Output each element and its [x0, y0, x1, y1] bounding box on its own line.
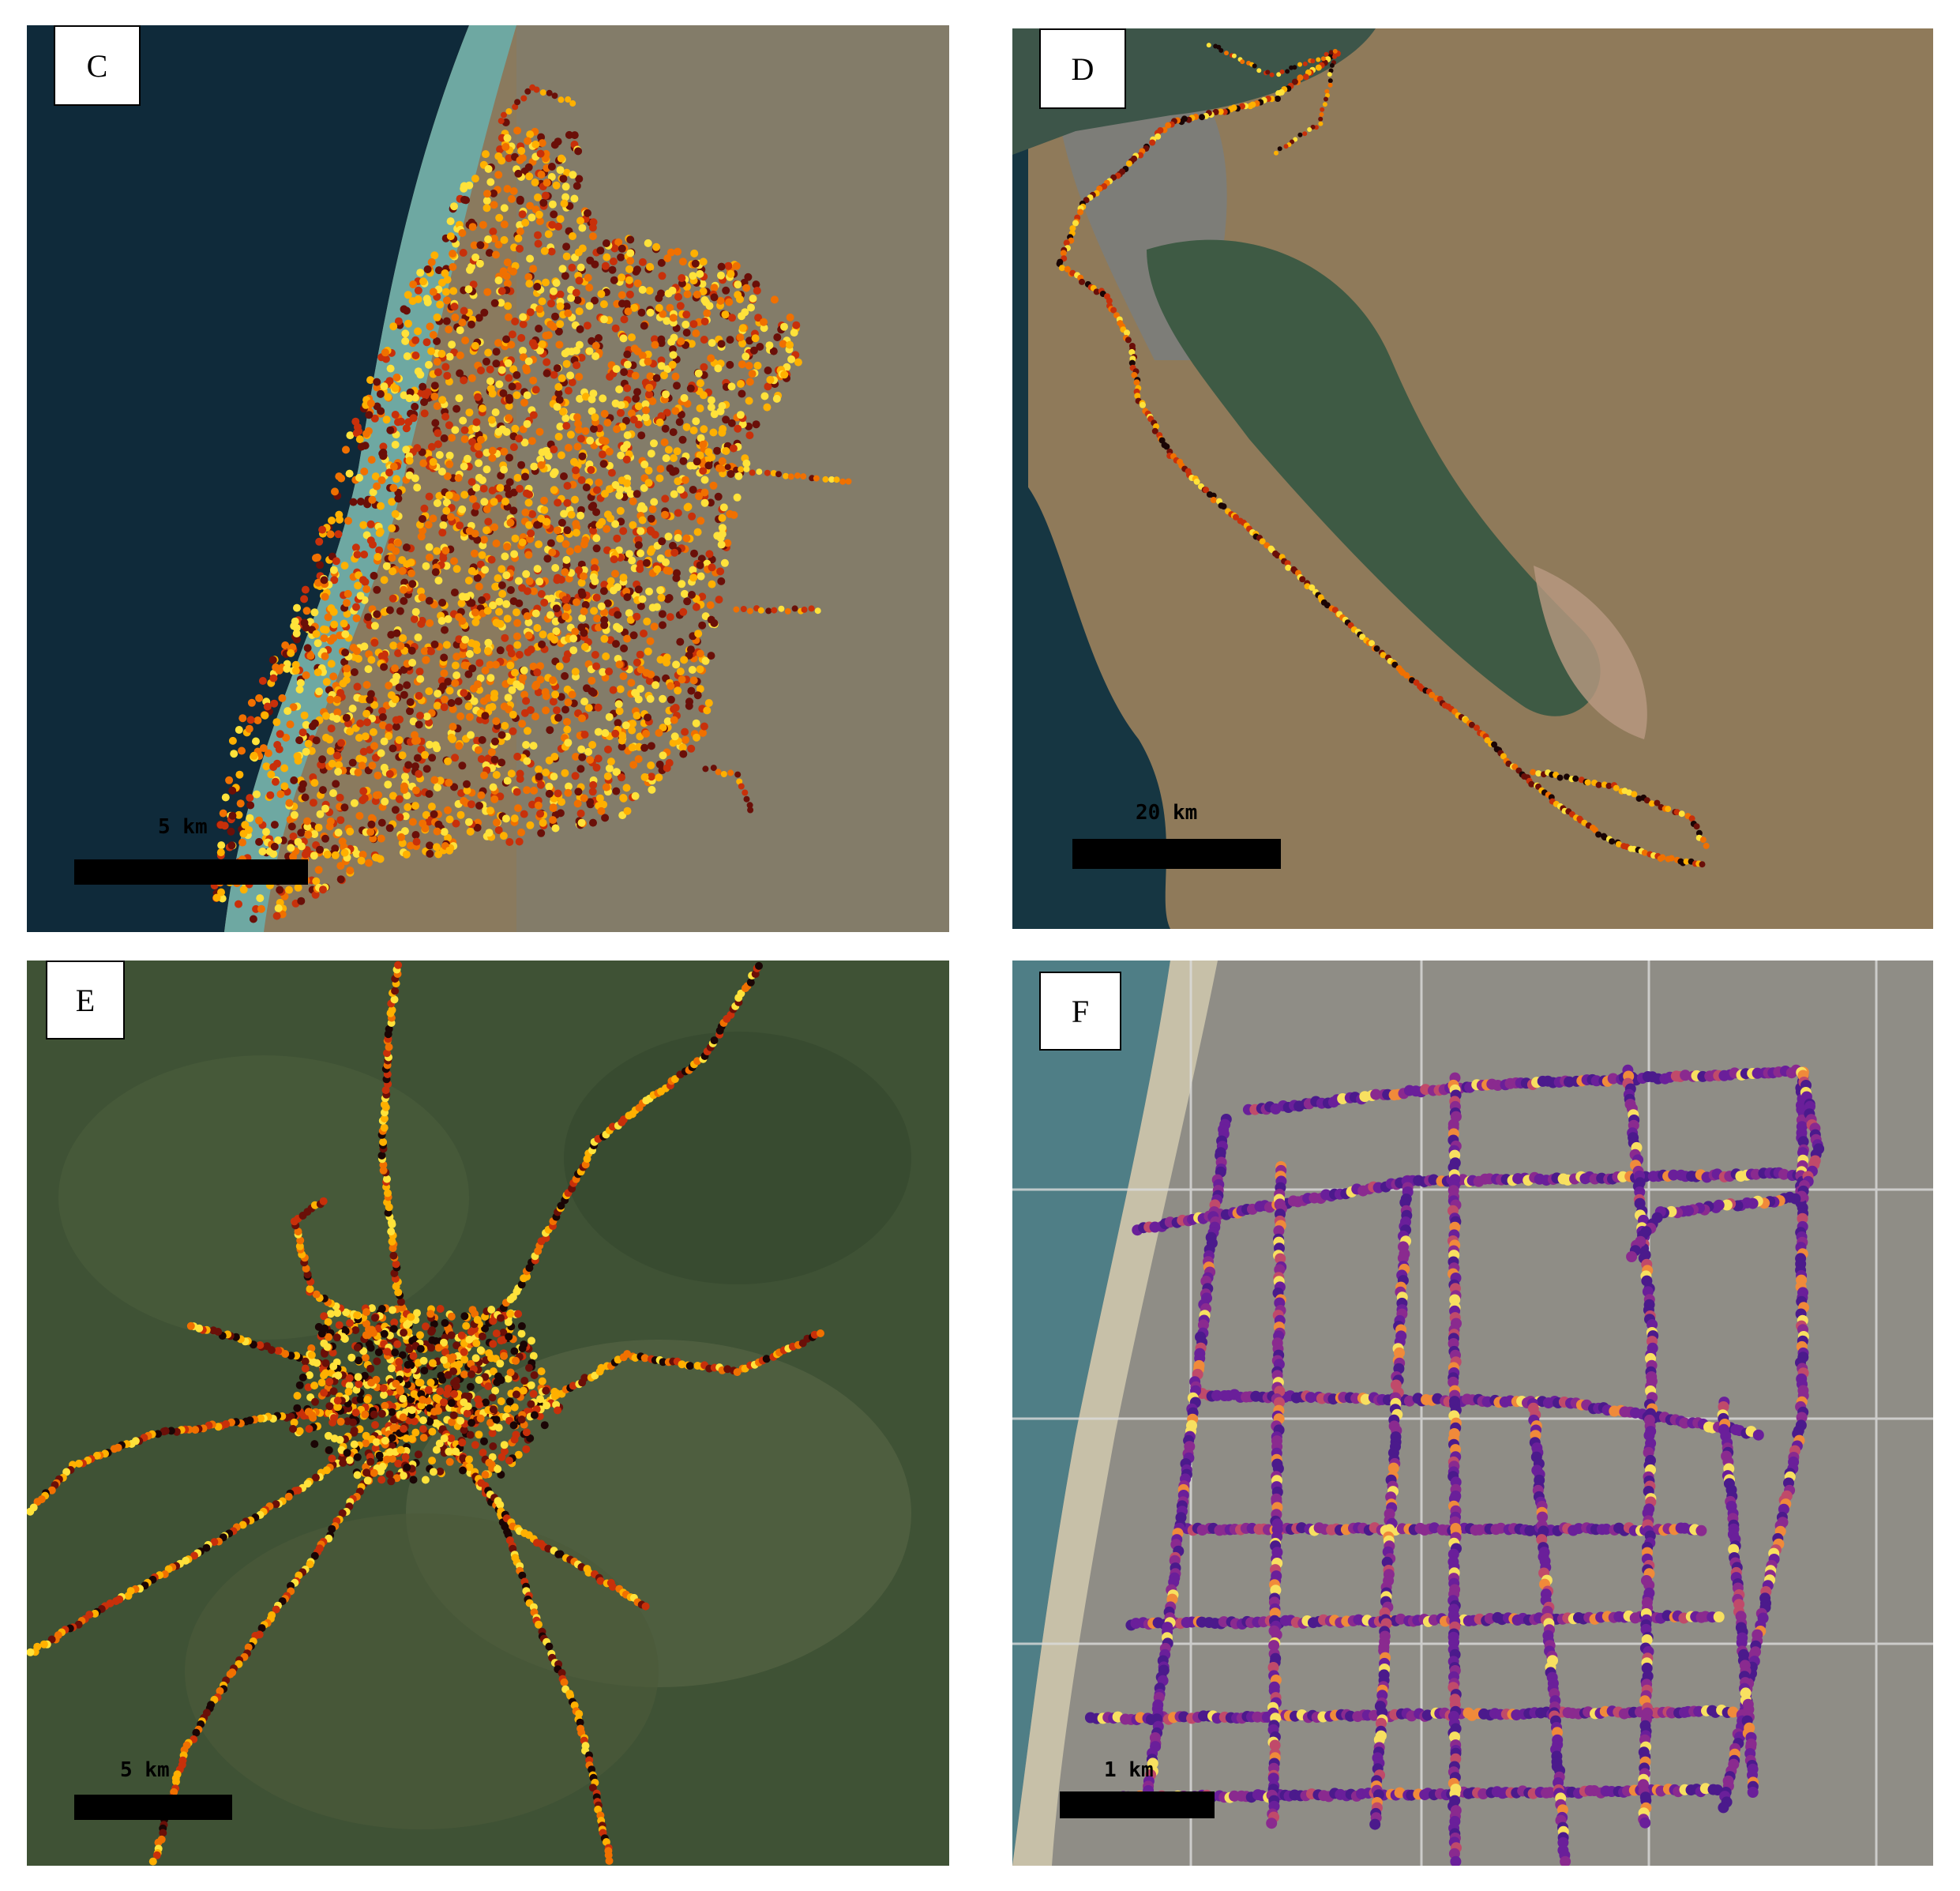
panel-label-e: E — [46, 961, 125, 1039]
panel-label-f: F — [1039, 972, 1121, 1051]
scale-bar-f — [1060, 1791, 1215, 1818]
panel-c: C 5 km — [27, 25, 949, 932]
scale-label-c: 5 km — [158, 815, 208, 839]
scale-bar-d — [1072, 839, 1281, 869]
panel-label-c: C — [54, 25, 141, 106]
scale-label-d: 20 km — [1136, 801, 1198, 825]
scale-bar-e — [74, 1795, 232, 1820]
panel-d: D 20 km — [1012, 28, 1933, 929]
track-layer-d — [1056, 43, 1710, 868]
scale-label-f: 1 km — [1104, 1758, 1154, 1782]
panel-f: F 1 km — [1012, 961, 1933, 1866]
panel-e: E 5 km — [27, 961, 949, 1866]
scale-bar-c — [74, 859, 308, 885]
track-layer-c — [210, 84, 852, 923]
track-layer-f — [1084, 1064, 1825, 1866]
panel-label-d: D — [1039, 28, 1126, 109]
scale-label-e: 5 km — [120, 1758, 170, 1782]
track-layer-e — [27, 961, 824, 1866]
